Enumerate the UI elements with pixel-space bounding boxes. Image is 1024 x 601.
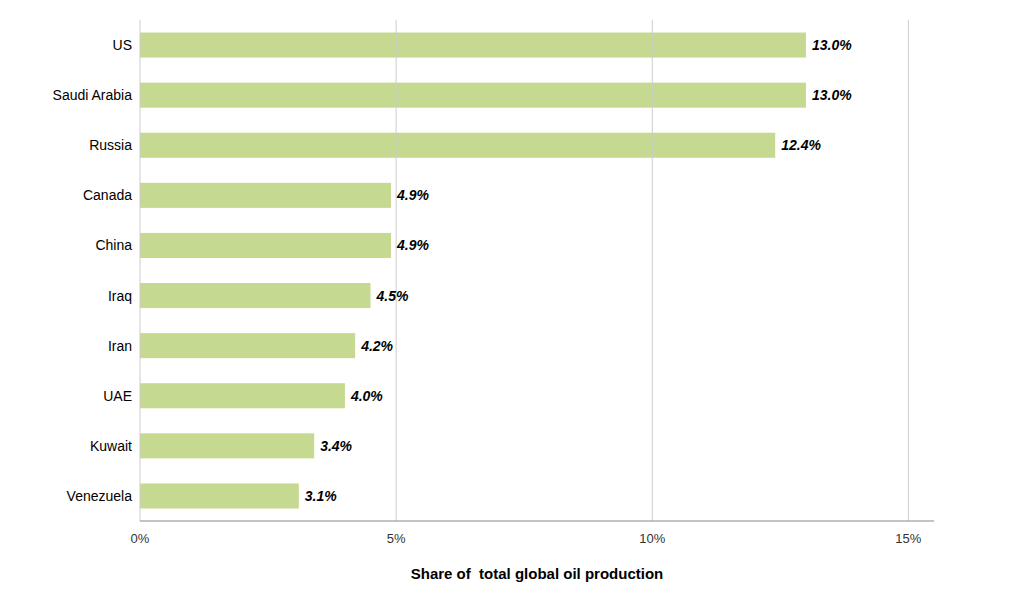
x-grid [140,20,908,521]
category-label: US [113,37,132,53]
data-label: 13.0% [812,37,852,53]
tick-label: 15% [895,531,921,546]
category-label: China [95,237,132,253]
bar [140,483,299,508]
tick-label: 0% [131,531,150,546]
data-labels: 13.0% 13.0% 12.4% 4.9% 4.9% 4.5% 4.2% 4.0% 3.4% 3… [305,37,852,504]
bar [140,233,391,258]
bar [140,283,371,308]
data-label: 3.4% [320,438,352,454]
x-axis-line [140,521,934,522]
category-label: Russia [89,137,132,153]
data-label: 4.2% [360,338,393,354]
category-label: Iraq [108,288,132,304]
bar [140,383,345,408]
data-label: 3.1% [305,488,337,504]
data-label: 13.0% [812,87,852,103]
grid-line [140,20,141,521]
x-axis-title: Share of total global oil production [411,565,664,582]
data-label: 12.4% [781,137,821,153]
bar [140,433,314,458]
grid-line [396,20,397,521]
data-label: 4.0% [350,388,383,404]
bar [140,183,391,208]
y-axis-labels: US Saudi Arabia Russia Canada China Iraq Iran U… [53,37,133,504]
category-label: Iran [108,338,132,354]
category-label: Saudi Arabia [53,87,133,103]
background [0,0,1024,601]
bars [140,33,806,509]
bar [140,133,775,158]
bar [140,33,806,58]
data-label: 4.9% [396,187,429,203]
data-label: 4.9% [396,237,429,253]
category-label: Canada [83,187,132,203]
bar [140,333,355,358]
category-label: Venezuela [67,488,133,504]
data-label: 4.5% [376,288,409,304]
tick-label: 5% [387,531,406,546]
grid-line [908,20,909,521]
x-ticks: 0% 5% 10% 15% [131,531,922,546]
chart-container: 0% 5% 10% 15% US Saudi Arabia Russia Canada Chin… [0,0,1024,601]
category-label: UAE [103,388,132,404]
tick-label: 10% [639,531,665,546]
grid-line [652,20,653,521]
bar [140,83,806,108]
chart: 0% 5% 10% 15% US Saudi Arabia Russia Canada Chin… [0,0,1024,601]
category-label: Kuwait [90,438,132,454]
